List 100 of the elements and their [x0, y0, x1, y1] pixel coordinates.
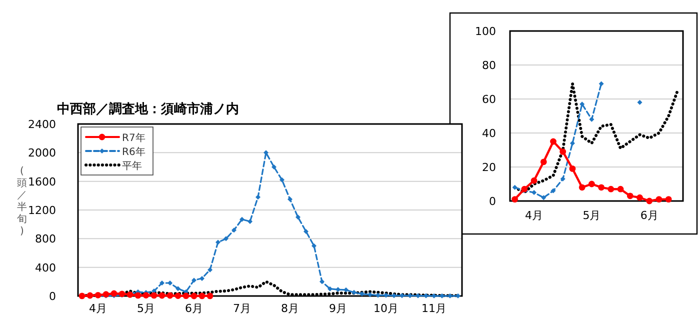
point — [578, 184, 586, 191]
point — [174, 292, 182, 299]
x-tick-label: 6月 — [185, 302, 203, 315]
point — [344, 287, 348, 292]
y-tick-label: 40 — [482, 127, 496, 140]
point — [166, 292, 174, 299]
point — [224, 236, 228, 242]
point — [521, 186, 528, 192]
x-tick-label: 4月 — [525, 209, 544, 222]
point — [160, 280, 164, 286]
legend-label: R6年 — [122, 146, 146, 158]
point — [368, 292, 372, 298]
point — [200, 276, 204, 281]
point — [569, 166, 576, 172]
point — [288, 196, 292, 202]
x-tick-label: 9月 — [329, 302, 347, 315]
point — [206, 292, 214, 300]
point — [432, 293, 436, 298]
legend-label: 平年 — [122, 160, 142, 172]
y-tick-label: 2000 — [28, 146, 56, 160]
point — [190, 292, 198, 300]
x-tick-label: 6月 — [640, 209, 658, 222]
y-tick-label: 1200 — [28, 204, 56, 217]
point — [352, 290, 356, 295]
point — [550, 138, 556, 145]
point — [328, 286, 332, 292]
x-tick-label: 10月 — [374, 302, 398, 315]
point — [512, 196, 518, 202]
point — [198, 292, 206, 300]
point — [400, 293, 404, 298]
point — [424, 293, 428, 298]
y-tick-label: 60 — [482, 93, 496, 106]
point — [416, 293, 420, 298]
point — [360, 291, 364, 296]
point — [134, 292, 142, 299]
y-tick-label: 0 — [49, 290, 56, 303]
x-tick-label: 7月 — [233, 302, 251, 315]
point — [580, 102, 585, 107]
y-tick-label: 2400 — [28, 118, 56, 131]
point — [376, 292, 380, 298]
y-axis-title: (頭／半旬) — [17, 166, 27, 237]
point — [589, 116, 594, 122]
y-tick-label: 20 — [482, 161, 496, 174]
point — [448, 293, 452, 298]
point — [208, 267, 212, 272]
point — [540, 158, 547, 166]
point — [320, 279, 324, 284]
point — [512, 184, 518, 190]
point — [541, 195, 546, 200]
point — [530, 177, 538, 184]
point — [280, 177, 284, 182]
point — [617, 186, 624, 192]
point — [408, 293, 412, 298]
x-tick-label: 4月 — [89, 302, 107, 315]
y-tick-label: 100 — [475, 25, 496, 38]
point — [532, 190, 537, 195]
point — [456, 293, 460, 298]
point — [176, 286, 180, 292]
point — [636, 194, 643, 201]
point — [256, 194, 260, 200]
point — [296, 214, 300, 220]
point — [232, 228, 236, 233]
point — [598, 81, 604, 86]
point — [384, 292, 388, 298]
chart-title: 中西部／調査地：須崎市浦ノ内 — [57, 101, 239, 117]
point — [656, 196, 662, 202]
y-tick-label: 800 — [35, 232, 56, 246]
point — [550, 188, 556, 194]
point — [272, 164, 276, 170]
point — [216, 240, 220, 245]
point — [304, 229, 308, 234]
point — [392, 293, 396, 298]
point — [570, 140, 575, 146]
x-tick-label: 5月 — [137, 302, 155, 315]
point — [336, 287, 340, 292]
point — [665, 196, 672, 202]
x-tick-label: 5月 — [582, 209, 601, 222]
y-tick-label: 1600 — [28, 175, 56, 188]
point — [312, 243, 316, 248]
point — [182, 292, 190, 300]
legend-label: R7年 — [122, 132, 146, 144]
y-tick-label: 80 — [482, 59, 496, 72]
point — [626, 192, 634, 200]
point — [158, 292, 166, 299]
x-tick-label: 11月 — [422, 302, 446, 315]
y-tick-label: 0 — [489, 195, 496, 208]
y-tick-label: 400 — [35, 261, 56, 274]
point — [240, 216, 244, 222]
point — [637, 100, 642, 105]
point — [248, 218, 252, 224]
point — [560, 148, 566, 155]
x-tick-label: 8月 — [281, 302, 299, 315]
point — [440, 293, 444, 298]
point — [598, 184, 605, 191]
point — [110, 290, 118, 297]
point — [168, 280, 172, 286]
point — [646, 198, 653, 204]
point — [608, 186, 614, 192]
point — [150, 292, 158, 299]
point — [142, 292, 150, 298]
